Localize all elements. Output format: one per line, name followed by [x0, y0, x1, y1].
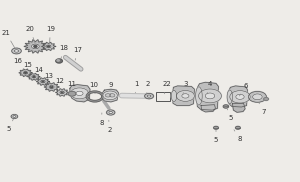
Circle shape: [103, 91, 117, 100]
Text: 11: 11: [68, 81, 76, 92]
Circle shape: [51, 86, 52, 88]
Circle shape: [205, 93, 215, 99]
Circle shape: [12, 48, 21, 54]
Text: 5: 5: [7, 119, 13, 132]
Text: 2: 2: [107, 120, 112, 133]
Polygon shape: [232, 103, 245, 112]
Text: 21: 21: [2, 30, 15, 49]
Circle shape: [41, 80, 45, 83]
Polygon shape: [36, 78, 50, 85]
Text: 1: 1: [134, 81, 139, 93]
Circle shape: [60, 91, 64, 94]
Circle shape: [182, 94, 189, 98]
Text: 4: 4: [207, 81, 212, 94]
Text: 15: 15: [23, 62, 33, 74]
Circle shape: [57, 60, 59, 61]
Circle shape: [248, 91, 266, 102]
Circle shape: [48, 46, 50, 47]
Text: 5: 5: [214, 130, 218, 143]
Text: 16: 16: [14, 58, 24, 70]
Circle shape: [264, 98, 268, 100]
Circle shape: [105, 94, 111, 97]
Circle shape: [32, 44, 39, 49]
Text: 17: 17: [74, 47, 82, 60]
Circle shape: [14, 50, 19, 52]
Circle shape: [147, 95, 151, 97]
Circle shape: [199, 89, 221, 103]
Circle shape: [32, 76, 36, 78]
Text: 22: 22: [163, 81, 172, 94]
Circle shape: [42, 81, 44, 82]
Circle shape: [223, 105, 229, 108]
Circle shape: [253, 94, 262, 100]
Polygon shape: [19, 69, 32, 77]
Text: 3: 3: [183, 81, 188, 94]
Text: 8: 8: [99, 113, 104, 126]
Text: 2: 2: [146, 81, 150, 94]
Circle shape: [110, 94, 115, 97]
Text: 9: 9: [108, 82, 113, 94]
Polygon shape: [70, 85, 90, 102]
Circle shape: [214, 126, 218, 129]
Circle shape: [68, 91, 76, 96]
Circle shape: [33, 76, 35, 77]
Text: 8: 8: [234, 130, 242, 142]
Text: 20: 20: [26, 26, 35, 43]
Polygon shape: [24, 40, 47, 53]
Polygon shape: [28, 73, 40, 80]
Circle shape: [109, 111, 112, 114]
Circle shape: [23, 71, 28, 74]
Text: 12: 12: [56, 78, 64, 92]
Polygon shape: [172, 86, 194, 106]
Polygon shape: [201, 105, 215, 112]
Circle shape: [106, 110, 115, 115]
Text: 7: 7: [259, 102, 266, 115]
Circle shape: [145, 93, 154, 99]
Circle shape: [34, 46, 37, 47]
Circle shape: [76, 91, 83, 96]
Circle shape: [236, 126, 240, 129]
Text: 19: 19: [46, 26, 55, 43]
Circle shape: [13, 116, 16, 117]
Circle shape: [176, 90, 194, 101]
Circle shape: [61, 92, 63, 93]
Text: 10: 10: [89, 82, 98, 94]
Polygon shape: [44, 83, 59, 91]
Text: 5: 5: [227, 109, 232, 121]
Circle shape: [49, 85, 54, 88]
Polygon shape: [56, 89, 69, 96]
Text: 14: 14: [34, 67, 43, 78]
Text: 18: 18: [59, 45, 68, 59]
Polygon shape: [228, 86, 248, 107]
Circle shape: [46, 45, 51, 48]
Polygon shape: [41, 42, 56, 51]
Ellipse shape: [196, 87, 202, 105]
Text: 13: 13: [44, 73, 53, 86]
Circle shape: [236, 94, 244, 99]
Circle shape: [70, 88, 88, 99]
Circle shape: [25, 72, 26, 73]
Text: 6: 6: [239, 83, 248, 96]
Ellipse shape: [227, 90, 232, 104]
Circle shape: [230, 91, 250, 103]
Circle shape: [11, 114, 18, 118]
Ellipse shape: [171, 90, 177, 102]
Polygon shape: [196, 82, 218, 110]
Polygon shape: [102, 89, 119, 102]
Circle shape: [56, 59, 62, 63]
